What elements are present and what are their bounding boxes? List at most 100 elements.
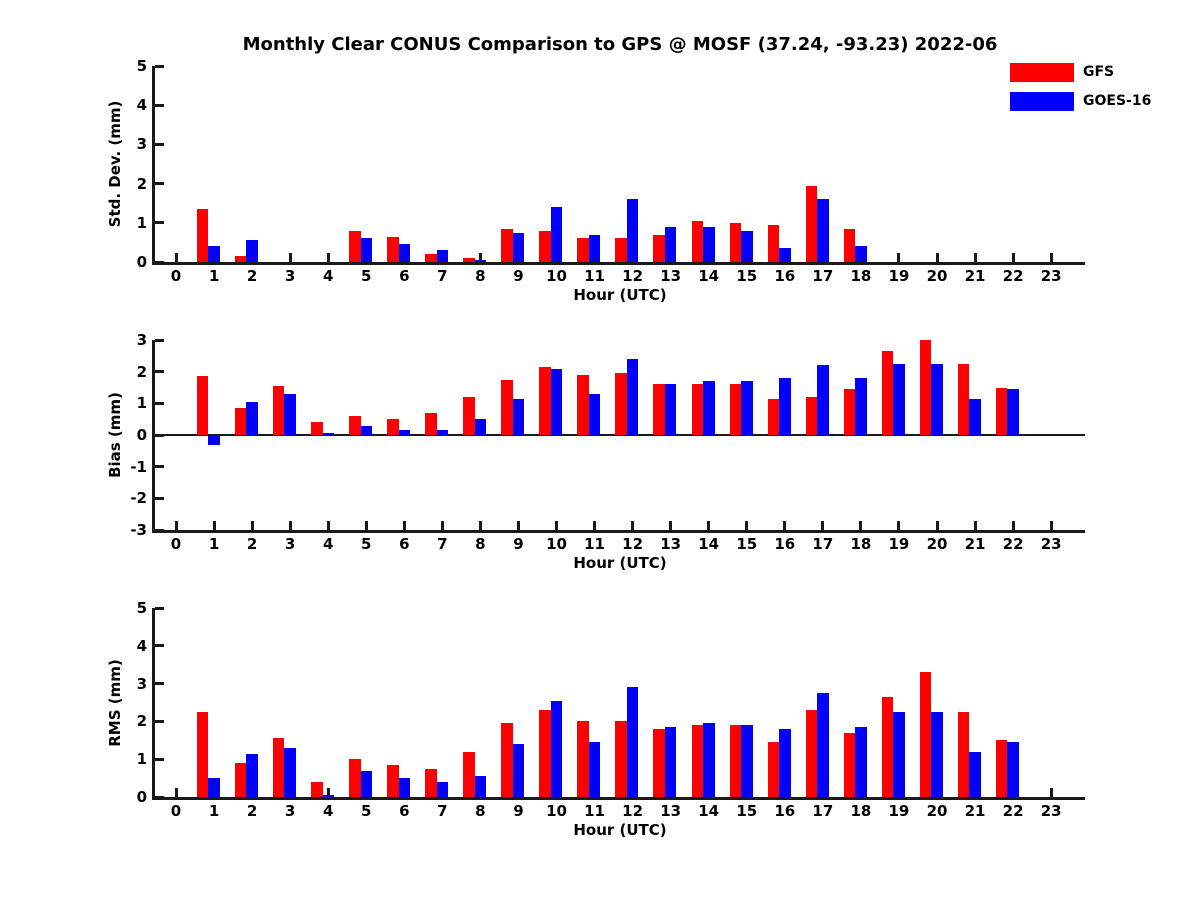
x-tick <box>897 253 901 262</box>
bar-gfs-hour-13 <box>653 384 665 435</box>
bar-gfs-hour-12 <box>615 721 627 797</box>
x-tick-label: 11 <box>584 267 605 285</box>
bar-gfs-hour-10 <box>539 366 551 435</box>
y-tick-label: -3 <box>130 521 147 539</box>
x-tick-label: 7 <box>437 802 448 820</box>
bar-goes16-hour-15 <box>741 230 753 262</box>
y-tick <box>155 401 164 405</box>
bar-gfs-hour-5 <box>349 416 361 435</box>
y-tick <box>155 682 164 686</box>
x-tick-label: 10 <box>546 535 567 553</box>
bar-goes16-hour-14 <box>703 381 715 435</box>
x-tick-label: 15 <box>736 535 758 553</box>
x-tick <box>973 253 977 262</box>
bar-goes16-hour-11 <box>588 393 601 435</box>
x-tick-label: 20 <box>926 535 948 553</box>
bar-gfs-hour-21 <box>957 363 970 435</box>
x-tick-label: 12 <box>622 267 644 285</box>
bar-gfs-hour-9 <box>501 379 513 435</box>
bar-goes16-hour-2 <box>246 240 258 262</box>
x-tick-label: 23 <box>1040 802 1062 820</box>
bar-gfs-hour-21 <box>957 711 970 797</box>
x-tick <box>174 521 178 530</box>
x-tick <box>402 521 406 530</box>
x-tick-label: 13 <box>660 535 682 553</box>
y-tick-label: 3 <box>136 674 147 693</box>
y-tick-label: 3 <box>136 331 147 349</box>
x-tick-label: 9 <box>513 802 524 820</box>
x-axis-spine <box>152 262 1085 265</box>
bar-gfs-hour-6 <box>387 236 399 262</box>
bar-goes16-hour-1 <box>208 435 220 445</box>
y-tick-label: 1 <box>136 750 147 769</box>
bar-gfs-hour-20 <box>919 340 932 435</box>
x-tick-label: 13 <box>660 802 682 820</box>
subplot-stddev: 0 1 2 3 4 5 0 1 2 3 4 5 6 7 8 9 10 11 12 13 14 15 16 17 18 19 20 21… <box>106 57 1085 304</box>
y-tick <box>155 370 164 374</box>
bar-gfs-hour-11 <box>577 238 589 262</box>
bar-goes16-hour-19 <box>893 711 905 797</box>
x-tick <box>516 521 520 530</box>
x-tick-label: 9 <box>513 267 524 285</box>
x-tick-label: 2 <box>246 535 258 553</box>
bar-goes16-hour-5 <box>360 425 373 435</box>
x-tick-label: 22 <box>1002 267 1024 285</box>
x-tick-label: 15 <box>736 802 758 820</box>
bar-gfs-hour-7 <box>425 412 437 435</box>
legend: GFS GOES-16 <box>1010 62 1151 120</box>
x-tick-label: 0 <box>170 535 182 553</box>
x-tick-label: 21 <box>964 535 986 553</box>
y-tick-label: 1 <box>136 213 147 232</box>
y-axis-label: Bias (mm) <box>106 392 124 478</box>
y-tick <box>155 795 164 799</box>
x-tick-label: 20 <box>926 267 948 285</box>
bar-goes16-hour-6 <box>398 430 411 435</box>
bar-gfs-hour-17 <box>805 185 818 262</box>
x-tick-label: 6 <box>399 802 410 820</box>
bar-gfs-hour-2 <box>234 762 247 797</box>
y-tick <box>155 606 164 610</box>
bar-gfs-hour-17 <box>805 710 818 797</box>
x-tick-label: 23 <box>1040 267 1062 285</box>
bar-goes16-hour-8 <box>474 419 487 435</box>
y-tick-label: 4 <box>136 636 147 655</box>
x-tick-label: 14 <box>698 802 720 820</box>
y-tick <box>155 719 164 723</box>
x-tick-label: 16 <box>774 802 796 820</box>
x-tick <box>288 521 292 530</box>
x-tick-label: 0 <box>170 267 182 285</box>
y-tick <box>155 433 164 437</box>
bar-goes16-hour-7 <box>436 781 449 797</box>
bar-goes16-hour-17 <box>817 199 829 262</box>
x-tick <box>973 521 977 530</box>
y-tick <box>155 528 164 532</box>
bar-gfs-hour-16 <box>767 742 780 797</box>
x-tick <box>897 521 901 530</box>
x-tick-label: 19 <box>888 267 910 285</box>
bar-goes16-hour-3 <box>284 393 296 435</box>
x-tick-label: 5 <box>361 535 372 553</box>
bar-goes16-hour-16 <box>779 248 791 262</box>
y-tick-label: 2 <box>136 174 147 193</box>
bar-gfs-hour-6 <box>387 419 399 435</box>
bar-goes16-hour-2 <box>246 401 258 435</box>
x-tick-label: 12 <box>622 802 644 820</box>
x-tick <box>174 788 178 797</box>
subplot-rms: 0 1 2 3 4 5 0 1 2 3 4 5 6 7 8 9 10 11 12 13 14 15 16 17 18 19 20 21… <box>106 599 1085 839</box>
bar-goes16-hour-3 <box>284 747 296 797</box>
bar-goes16-hour-1 <box>208 246 220 262</box>
bar-goes16-hour-9 <box>512 232 525 262</box>
x-tick-label: 11 <box>584 802 605 820</box>
x-tick-label: 8 <box>475 802 486 820</box>
y-tick <box>155 465 164 469</box>
figure-title: Monthly Clear CONUS Comparison to GPS @ … <box>242 34 998 55</box>
y-axis-spine <box>152 608 155 800</box>
bar-goes16-hour-17 <box>817 693 829 797</box>
x-tick <box>364 521 368 530</box>
bar-goes16-hour-13 <box>664 727 677 797</box>
x-tick-label: 1 <box>208 267 220 285</box>
x-tick-label: 3 <box>284 535 296 553</box>
x-tick <box>326 253 330 262</box>
x-tick-label: 5 <box>361 802 372 820</box>
x-tick-label: 4 <box>322 802 334 820</box>
